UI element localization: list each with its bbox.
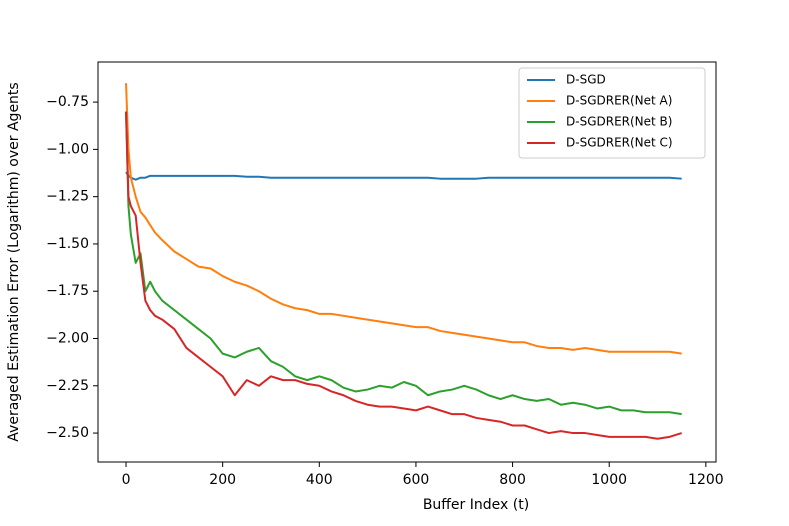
y-tick-label: −0.75 — [46, 94, 89, 110]
legend-label: D-SGDRER(Net C) — [566, 136, 673, 150]
x-tick-label: 800 — [499, 472, 526, 488]
x-axis-label: Buffer Index (t) — [423, 497, 529, 513]
y-tick-label: −2.50 — [46, 425, 89, 441]
x-tick-label: 400 — [306, 472, 333, 488]
series-line — [125, 171, 682, 181]
legend-label: D-SGD — [566, 73, 606, 87]
x-tick-label: 0 — [122, 472, 131, 488]
y-tick-label: −2.25 — [46, 378, 89, 394]
y-tick-label: −1.25 — [46, 189, 89, 205]
y-tick-label: −1.50 — [46, 236, 89, 252]
legend-box — [518, 67, 706, 159]
y-tick-label: −1.00 — [46, 141, 89, 157]
x-tick-label: 200 — [209, 472, 236, 488]
series-line — [125, 111, 682, 416]
y-tick-label: −1.75 — [46, 283, 89, 299]
series-line — [125, 83, 682, 355]
series-line — [125, 111, 682, 440]
x-tick-label: 1200 — [688, 472, 724, 488]
legend-label: D-SGDRER(Net A) — [566, 94, 672, 108]
legend-label: D-SGDRER(Net B) — [566, 115, 672, 129]
x-tick-label: 600 — [403, 472, 430, 488]
y-axis-label: Averaged Estimation Error (Logarithm) ov… — [6, 82, 22, 441]
x-tick-label: 1000 — [591, 472, 627, 488]
plot-frame — [97, 61, 717, 463]
y-tick-label: −2.00 — [46, 331, 89, 347]
